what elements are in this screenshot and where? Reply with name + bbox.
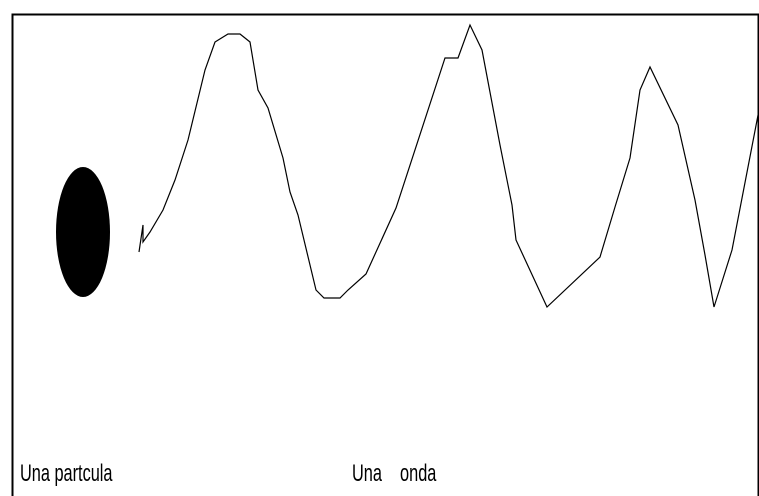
wave-label: Una onda	[352, 460, 437, 487]
wave	[138, 23, 759, 309]
particle	[56, 167, 110, 297]
particle-label: Una partcula	[20, 460, 113, 487]
